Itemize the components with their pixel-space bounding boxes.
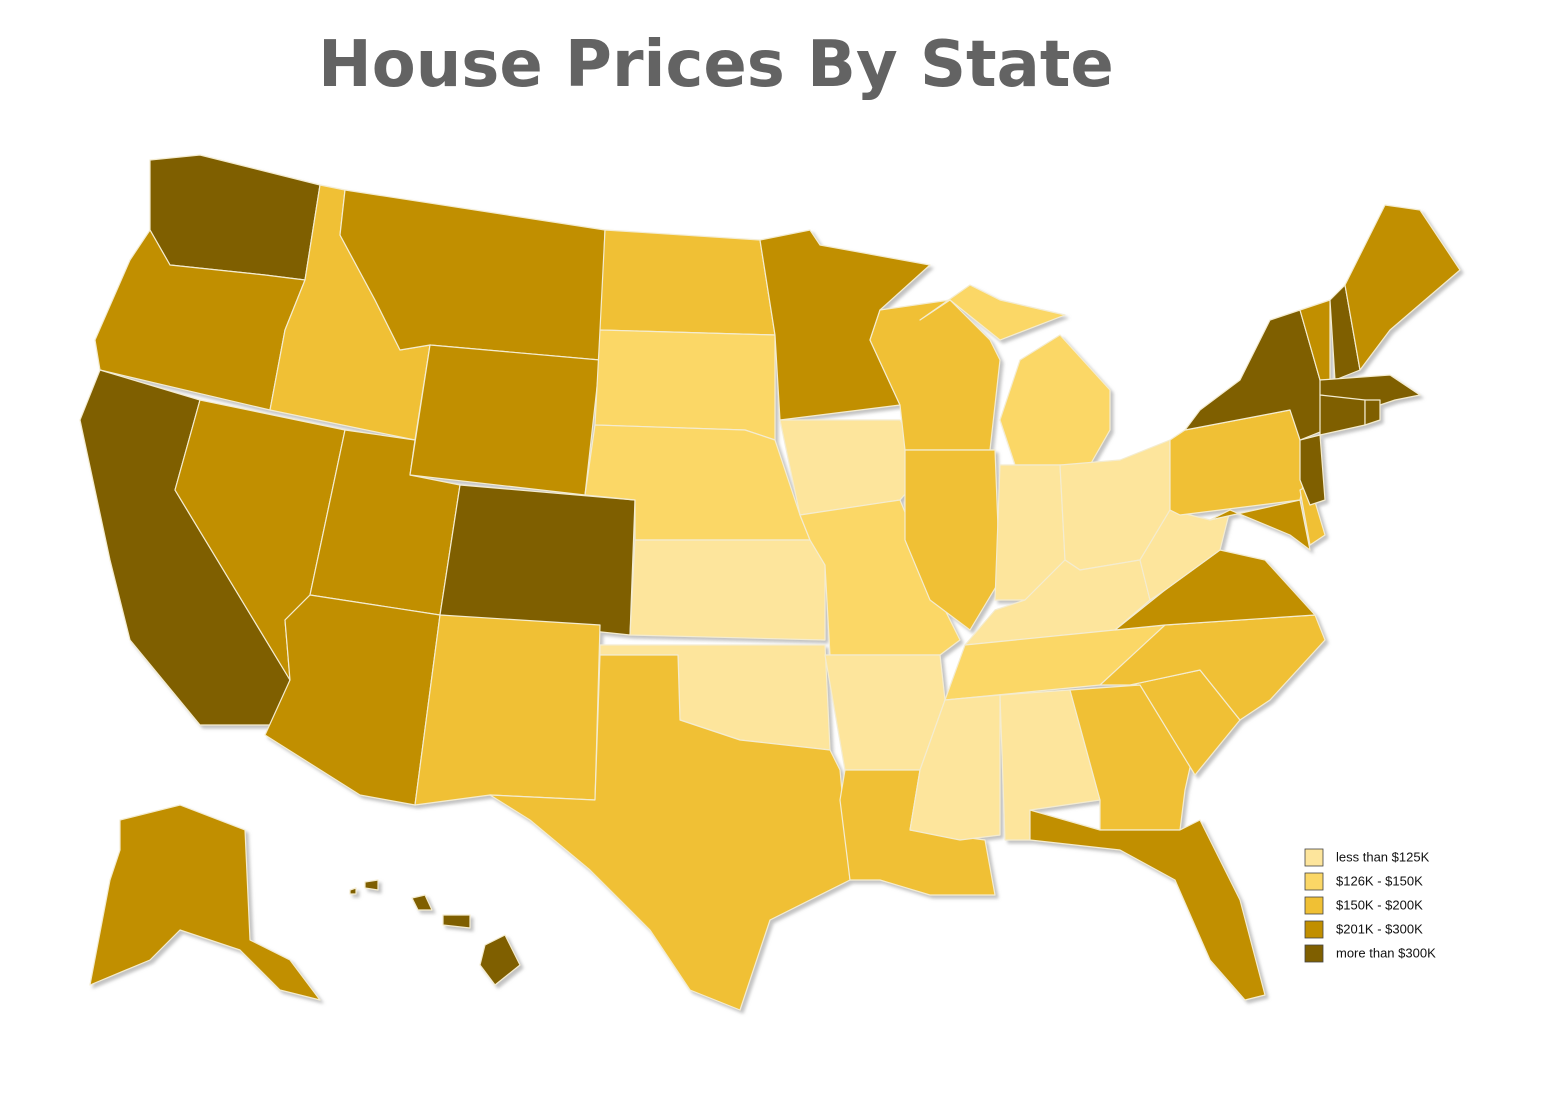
- legend-label: more than $300K: [1336, 945, 1436, 960]
- legend: less than $125K $126K - $150K $150K - $200…: [1304, 848, 1436, 963]
- state: [1209, 499, 1311, 551]
- state: [1364, 399, 1381, 426]
- state: [264, 594, 441, 806]
- state: [1299, 434, 1326, 506]
- state: [409, 344, 601, 496]
- legend-swatch: [1304, 920, 1324, 939]
- state: [629, 539, 826, 641]
- legend-label: less than $125K: [1336, 849, 1430, 864]
- legend-label: $201K - $300K: [1336, 921, 1423, 936]
- legend-swatch: [1304, 848, 1324, 867]
- state: [439, 484, 636, 636]
- state: [442, 914, 471, 929]
- state: [999, 334, 1111, 466]
- state: [411, 894, 433, 911]
- state: [149, 154, 321, 281]
- state: [1029, 809, 1266, 1001]
- state: [599, 229, 776, 336]
- state: [489, 654, 851, 1011]
- title: House Prices By State: [318, 28, 1114, 102]
- state: [1319, 394, 1366, 436]
- state: [364, 879, 379, 891]
- states: [79, 154, 1461, 1011]
- state: [414, 614, 601, 806]
- legend-swatch: [1304, 872, 1324, 891]
- state: [594, 329, 776, 441]
- state: [89, 804, 321, 1001]
- legend-label: $150K - $200K: [1336, 897, 1423, 912]
- legend-swatch: [1304, 944, 1324, 963]
- state: [479, 934, 521, 986]
- legend-swatch: [1304, 896, 1324, 915]
- state: [1344, 204, 1461, 371]
- state: [349, 887, 357, 895]
- state: [904, 449, 1001, 631]
- state: [919, 284, 1066, 341]
- legend-label: $126K - $150K: [1336, 873, 1423, 888]
